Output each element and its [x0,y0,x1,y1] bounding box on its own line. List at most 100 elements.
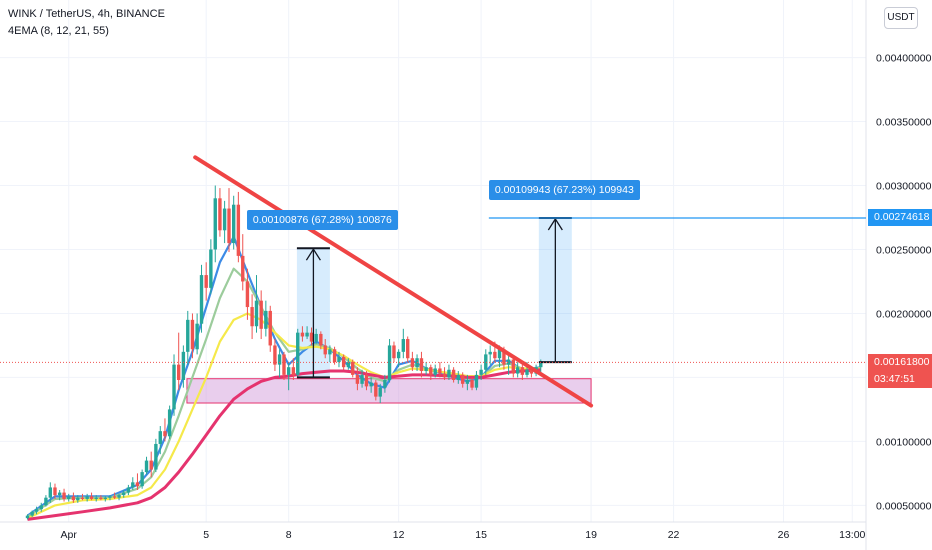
candle [62,488,66,502]
candle [401,328,406,359]
candle-body [131,482,135,488]
candle-body [515,367,520,374]
candle [364,371,369,391]
candle-body [140,472,144,487]
y-tick-label: 0.00200000 [876,308,932,320]
candle [241,234,245,291]
candle [470,377,474,391]
candle-body [76,497,80,501]
candle-body [364,374,369,387]
candle-body [195,323,199,350]
candle [236,191,241,263]
candle [520,364,525,380]
candle-body [57,492,62,496]
resistance-trendline [193,155,594,408]
candle [140,469,144,489]
candle-body [383,379,387,388]
candle-body [67,496,71,499]
candle-body [493,351,497,359]
candle [167,405,172,439]
candle [268,305,272,352]
candle [67,493,71,502]
candle [341,354,346,370]
candle-body [451,369,456,380]
candle [53,483,57,499]
candle-body [135,482,140,487]
candle [209,239,213,295]
candle-body [167,409,172,437]
candle-body [419,358,424,372]
candle-body [351,362,355,375]
candle-body [25,515,30,519]
candle-body [99,497,103,499]
candle-body [227,208,231,244]
countdown-timer: 03:47:51 [874,373,915,386]
candle [48,482,53,503]
candle [291,358,296,380]
candle-body [34,509,39,512]
candle [277,349,282,378]
candle-body [282,354,286,375]
candle [158,426,162,455]
candle-body [85,496,89,499]
candle-body [502,349,506,365]
candle-body [181,351,186,380]
candle [515,362,520,378]
y-tick-label: 0.00250000 [876,244,932,256]
candle-body [355,374,360,384]
candle-body [392,345,396,359]
candle [195,313,199,355]
candle-body [117,495,121,498]
candle [94,495,98,502]
candle-body [309,332,314,342]
candle [44,495,48,507]
candle [442,367,447,380]
candle [34,506,39,515]
indicator-title: 4EMA (8, 12, 21, 55) [8,25,109,37]
candle-body [190,319,195,350]
y-tick-label: 0.00300000 [876,181,932,193]
y-tick-label: 0.00400000 [876,53,932,65]
candle [511,356,515,378]
candle-body [53,487,57,496]
x-tick-label: 15 [475,529,487,541]
candle-body [209,249,213,288]
candle [479,364,483,380]
candle-body [396,351,401,359]
candle [190,313,195,359]
candle [456,371,460,384]
candle-body [374,382,378,397]
candle [360,369,364,388]
candle-body [204,275,208,288]
candle-body [30,511,34,516]
measurement-label-2: 0.00109943 (67.23%) 109943 [488,179,640,200]
candle [323,339,327,359]
x-tick-label: Apr [61,529,78,541]
candle [85,493,89,502]
measurement-label-1: 0.00100876 (67.28%) 100876 [246,210,398,231]
candle-body [48,487,53,498]
candle [429,364,433,380]
y-tick-label: 0.00100000 [876,436,932,448]
candle-body [401,339,406,352]
candle [332,346,337,365]
candle-body [108,496,112,498]
candle [309,327,314,346]
candle-body [328,349,332,355]
candle [122,490,126,498]
candle [438,362,442,378]
chart-legend: WINK / TetherUS, 4h, BINANCE 4EMA (8, 12… [8,6,165,40]
candle [387,339,392,383]
candle [213,185,217,263]
currency-button[interactable]: USDT [884,7,918,29]
current-price-value: 0.00161800 [874,356,930,369]
candle [460,372,465,388]
candle-body [273,345,277,365]
candle [245,268,250,320]
candle [355,367,360,391]
candle-body [296,332,300,375]
candle [149,451,153,478]
candle-body [268,310,272,346]
x-tick-label: 12 [393,529,405,541]
